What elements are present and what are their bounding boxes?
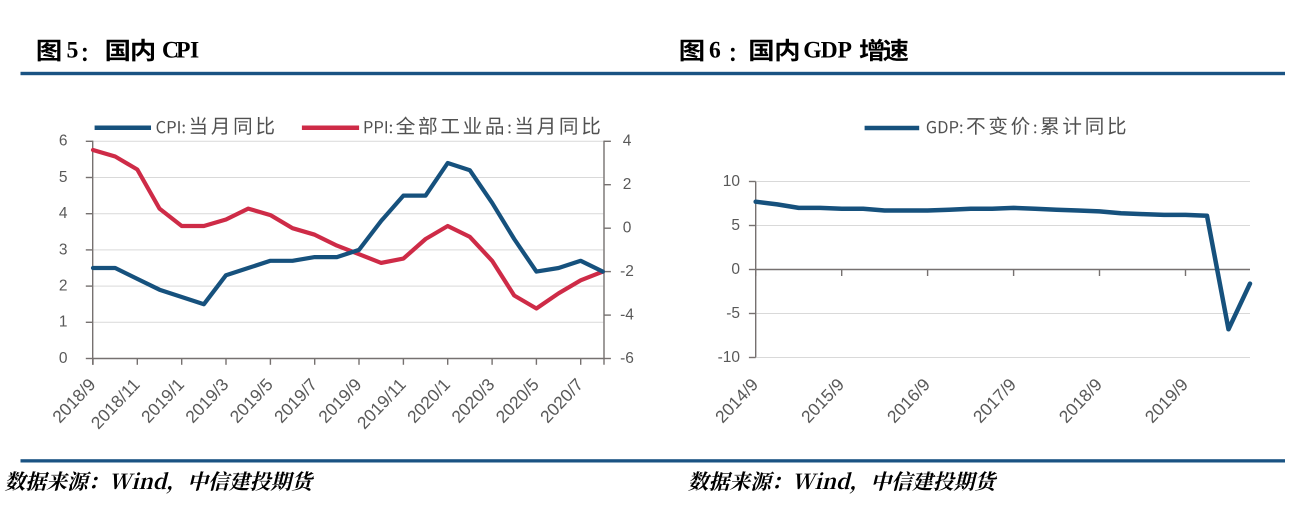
svg-text:2014/9: 2014/9	[711, 374, 762, 426]
svg-text:2019/9: 2019/9	[1141, 374, 1192, 426]
svg-text:2020/5: 2020/5	[492, 374, 543, 426]
svg-text:-4: -4	[620, 307, 634, 324]
svg-text:2016/9: 2016/9	[883, 374, 934, 426]
svg-text:5: 5	[731, 217, 740, 234]
svg-text:6: 6	[59, 133, 68, 150]
svg-text:1: 1	[59, 314, 68, 331]
svg-text:2: 2	[623, 176, 632, 193]
svg-text:2019/1: 2019/1	[137, 374, 188, 426]
svg-text:2020/3: 2020/3	[447, 374, 498, 426]
svg-text:2018/9: 2018/9	[1055, 374, 1106, 426]
svg-text:4: 4	[59, 205, 68, 222]
svg-text:3: 3	[59, 241, 68, 258]
svg-text:2: 2	[59, 278, 68, 295]
svg-text:-5: -5	[726, 305, 740, 322]
svg-text:0: 0	[59, 350, 68, 367]
svg-text:2020/1: 2020/1	[403, 374, 454, 426]
svg-text:2019/11: 2019/11	[353, 374, 410, 432]
svg-text:2019/5: 2019/5	[226, 374, 277, 426]
svg-text:0: 0	[731, 261, 740, 278]
svg-text:2019/7: 2019/7	[270, 374, 321, 426]
svg-text:4: 4	[623, 133, 632, 150]
svg-text:-10: -10	[718, 349, 741, 366]
svg-text:2019/3: 2019/3	[181, 374, 232, 426]
svg-text:2017/9: 2017/9	[969, 374, 1020, 426]
svg-text:10: 10	[723, 173, 741, 190]
svg-text:-6: -6	[620, 350, 634, 367]
svg-text:2018/11: 2018/11	[87, 374, 144, 432]
svg-text:2020/7: 2020/7	[536, 374, 587, 426]
svg-text:5: 5	[59, 169, 68, 186]
svg-text:-2: -2	[620, 263, 634, 280]
svg-text:2015/9: 2015/9	[797, 374, 848, 426]
svg-text:0: 0	[623, 220, 632, 237]
